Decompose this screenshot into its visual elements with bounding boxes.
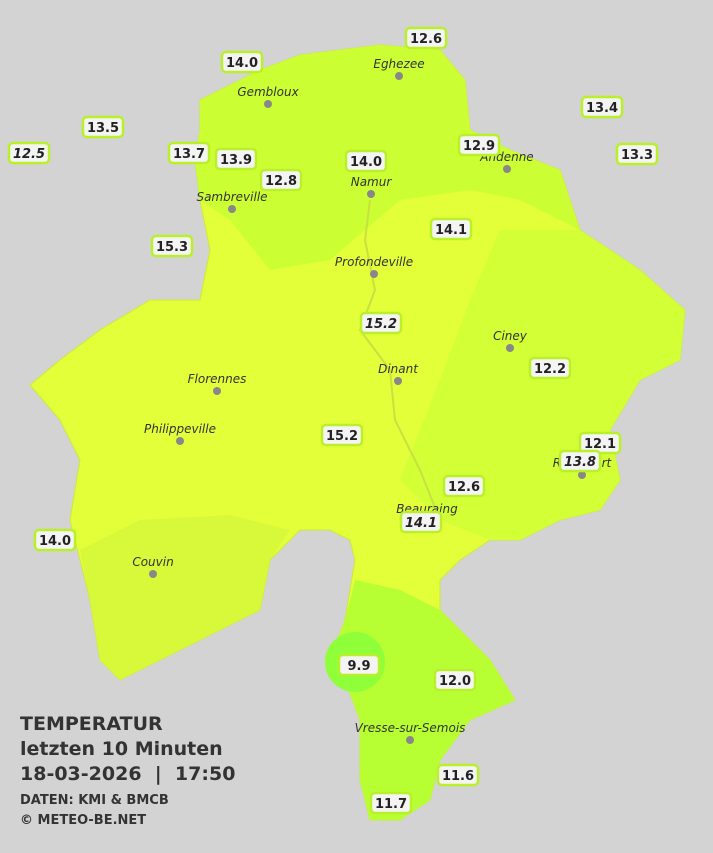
station-value: 13.4	[586, 101, 618, 116]
city-label: Sambreville	[196, 190, 267, 204]
station-value: 15.3	[156, 240, 188, 255]
station-box	[429, 217, 473, 241]
city-dot	[395, 72, 403, 80]
zone-north	[195, 45, 580, 270]
station-value: 14.0	[39, 534, 71, 549]
footer-source: DATEN: KMI & BMCB	[20, 793, 169, 808]
station-box	[167, 141, 211, 165]
station-value: 12.1	[584, 437, 616, 452]
station-box	[369, 791, 413, 815]
footer-timestamp: 18-03-2026 | 17:50	[20, 763, 235, 785]
station-value: 12.9	[463, 139, 495, 154]
station-box	[337, 653, 381, 677]
station-value: 15.2	[365, 317, 397, 332]
station-box	[259, 168, 303, 192]
city-label: Eghezee	[373, 57, 424, 71]
city-dot	[578, 471, 586, 479]
station-box	[320, 423, 364, 447]
station-box	[457, 133, 501, 157]
station-box	[558, 449, 602, 473]
station-box	[615, 142, 659, 166]
city-label: Namur	[351, 175, 393, 189]
station-box	[436, 763, 480, 787]
city-dot	[506, 344, 514, 352]
station-value: 13.3	[621, 148, 653, 163]
station-box	[214, 147, 258, 171]
station-value: 12.6	[410, 32, 442, 47]
station-box	[81, 115, 125, 139]
city-label: Philippeville	[144, 422, 216, 436]
station-value: 13.7	[173, 147, 205, 162]
city-dot	[228, 205, 236, 213]
station-value: 14.0	[226, 56, 258, 71]
station-box	[344, 149, 388, 173]
station-value: 11.6	[442, 769, 474, 784]
city-dot	[370, 270, 378, 278]
stations: 14.0 12.6 13.4 13.5 12.5 13.7 13.9 12.8 14.0 12.9…	[7, 26, 659, 815]
city-label: Couvin	[132, 555, 173, 569]
city-label: Ciney	[493, 329, 528, 343]
station-value: 12.8	[265, 174, 297, 189]
city-dot	[149, 570, 157, 578]
zone-east	[400, 230, 685, 540]
station-box	[399, 510, 443, 534]
city-dot	[503, 165, 511, 173]
station-box	[150, 234, 194, 258]
city-dot	[394, 377, 402, 385]
city-dot	[264, 100, 272, 108]
station-value: 9.9	[347, 659, 370, 674]
footer-title: TEMPERATUR	[20, 713, 163, 735]
footer-period: letzten 10 Minuten	[20, 738, 223, 760]
station-value: 12.0	[439, 674, 471, 689]
station-value: 13.8	[564, 455, 596, 470]
city-label: Vresse-sur-Semois	[355, 721, 466, 735]
city-dot	[213, 387, 221, 395]
city-dot	[176, 437, 184, 445]
footer-copyright: © METEO-BE.NET	[20, 813, 146, 828]
city-dot	[367, 190, 375, 198]
station-box	[33, 528, 77, 552]
zone-south	[330, 580, 515, 820]
city-label: Gembloux	[237, 85, 299, 99]
station-value: 12.6	[448, 480, 480, 495]
station-box	[528, 356, 572, 380]
station-value: 13.9	[220, 153, 252, 168]
station-value: 12.2	[534, 362, 566, 377]
station-box	[404, 26, 448, 50]
city-label: Profondeville	[335, 255, 413, 269]
river	[358, 199, 441, 521]
station-value: 14.0	[350, 155, 382, 170]
station-value: 14.1	[405, 516, 437, 531]
station-box	[220, 50, 264, 74]
zone-southwest	[80, 515, 290, 680]
station-box	[433, 668, 477, 692]
city-label: Dinant	[378, 362, 419, 376]
station-value: 14.1	[435, 223, 467, 238]
station-value: 11.7	[375, 797, 407, 812]
station-box	[580, 95, 624, 119]
station-value: 12.5	[13, 147, 45, 162]
city-dot	[406, 736, 414, 744]
station-box	[442, 474, 486, 498]
station-value: 13.5	[87, 121, 119, 136]
station-value: 15.2	[326, 429, 358, 444]
station-box	[359, 311, 403, 335]
station-box	[7, 141, 51, 165]
city-label: Florennes	[188, 372, 247, 386]
